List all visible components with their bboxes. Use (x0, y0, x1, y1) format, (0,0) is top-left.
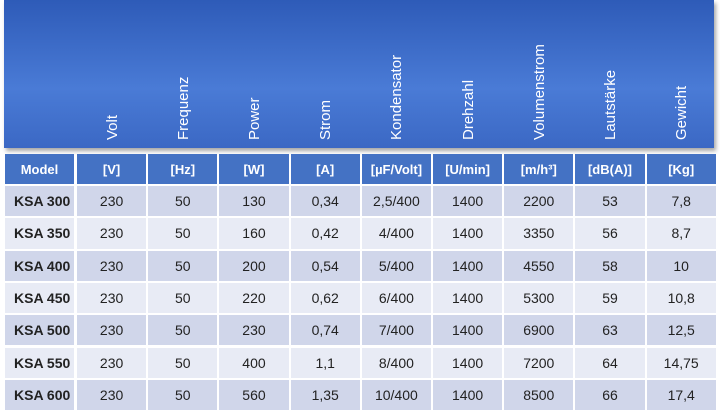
data-cell: 4550 (504, 250, 574, 281)
model-cell: KSA 600 (5, 379, 74, 411)
data-cell: 0,42 (290, 218, 360, 249)
data-cell: 58 (575, 250, 645, 281)
data-cell: 1400 (433, 282, 503, 314)
data-cell: 0,74 (290, 315, 360, 346)
data-cell: 230 (77, 379, 147, 411)
data-cell: 50 (148, 186, 218, 217)
data-cell: 10,8 (646, 282, 716, 314)
header-banner (4, 0, 714, 148)
data-cell: 1400 (433, 347, 503, 378)
data-cell: 0,54 (290, 250, 360, 281)
data-cell: 400 (219, 347, 289, 378)
data-cell: 5300 (504, 282, 574, 314)
unit-cell: [U/min] (433, 154, 503, 184)
unit-cell: [Kg] (646, 154, 716, 184)
data-cell: 59 (575, 282, 645, 314)
data-cell: 50 (148, 250, 218, 281)
data-cell: 12,5 (646, 315, 716, 346)
data-cell: 50 (148, 282, 218, 314)
model-cell: KSA 500 (5, 315, 74, 346)
data-cell: 50 (148, 218, 218, 249)
data-cell: 6900 (504, 315, 574, 346)
column-header: Power (246, 97, 263, 140)
unit-cell: [A] (290, 154, 360, 184)
column-header: Strom (317, 99, 335, 140)
data-cell: 7/400 (361, 315, 431, 346)
data-cell: 2200 (504, 186, 574, 217)
unit-cell: [m/h³] (504, 154, 574, 184)
data-cell: 230 (77, 218, 147, 249)
data-cell: 8/400 (361, 347, 431, 378)
data-cell: 0,34 (290, 186, 360, 217)
data-cell: 7200 (504, 347, 574, 378)
model-cell: KSA 550 (5, 347, 74, 378)
data-cell: 4/400 (361, 218, 431, 249)
data-cell: 3350 (504, 218, 574, 249)
data-cell: 230 (77, 282, 147, 314)
unit-cell: [dB(A)] (575, 154, 645, 184)
data-cell: 50 (148, 347, 218, 378)
column-header: Kondensator (388, 54, 406, 140)
data-cell: 230 (77, 315, 147, 346)
data-cell: 0,62 (290, 282, 360, 314)
data-cell: 230 (77, 250, 147, 281)
model-cell: KSA 300 (5, 186, 74, 217)
data-cell: 230 (219, 315, 289, 346)
data-cell: 7,8 (646, 186, 716, 217)
unit-cell: [W] (219, 154, 289, 184)
data-cell: 230 (77, 347, 147, 378)
unit-cell: [µF/Volt] (361, 154, 431, 184)
data-cell: 8500 (504, 379, 574, 411)
data-cell: 1400 (433, 315, 503, 346)
data-cell: 130 (219, 186, 289, 217)
data-cell: 200 (219, 250, 289, 281)
data-cell: 8,7 (646, 218, 716, 249)
data-cell: 160 (219, 218, 289, 249)
data-cell: 5/400 (361, 250, 431, 281)
data-cell: 2,5/400 (361, 186, 431, 217)
data-cell: 1,1 (290, 347, 360, 378)
data-cell: 14,75 (646, 347, 716, 378)
data-cell: 66 (575, 379, 645, 411)
unit-cell: [Hz] (148, 154, 218, 184)
column-header: Drehzahl (459, 79, 477, 140)
data-cell: 10/400 (361, 379, 431, 411)
data-cell: 1400 (433, 379, 503, 411)
data-cell: 560 (219, 379, 289, 411)
data-cell: 64 (575, 347, 645, 378)
data-cell: 10 (646, 250, 716, 281)
model-cell: KSA 400 (5, 250, 74, 281)
data-cell: 6/400 (361, 282, 431, 314)
column-header: Frequenz (174, 76, 192, 140)
data-cell: 17,4 (646, 379, 716, 411)
model-cell: KSA 350 (5, 218, 74, 249)
model-cell: KSA 450 (5, 282, 74, 314)
column-header: Volt (103, 114, 121, 140)
unit-cell: Model (5, 154, 74, 184)
data-cell: 220 (219, 282, 289, 314)
data-cell: 1400 (433, 250, 503, 281)
data-cell: 1400 (433, 186, 503, 217)
data-cell: 56 (575, 218, 645, 249)
data-cell: 63 (575, 315, 645, 346)
column-header: Lautstärke (602, 69, 619, 140)
data-cell: 1,35 (290, 379, 360, 411)
data-cell: 50 (148, 315, 218, 346)
data-cell: 230 (77, 186, 147, 217)
unit-cell: [V] (77, 154, 147, 184)
data-cell: 50 (148, 379, 218, 411)
data-cell: 1400 (433, 218, 503, 249)
column-header: Gewicht (673, 85, 691, 140)
data-cell: 53 (575, 186, 645, 217)
column-header: Volumenstrom (530, 44, 548, 140)
